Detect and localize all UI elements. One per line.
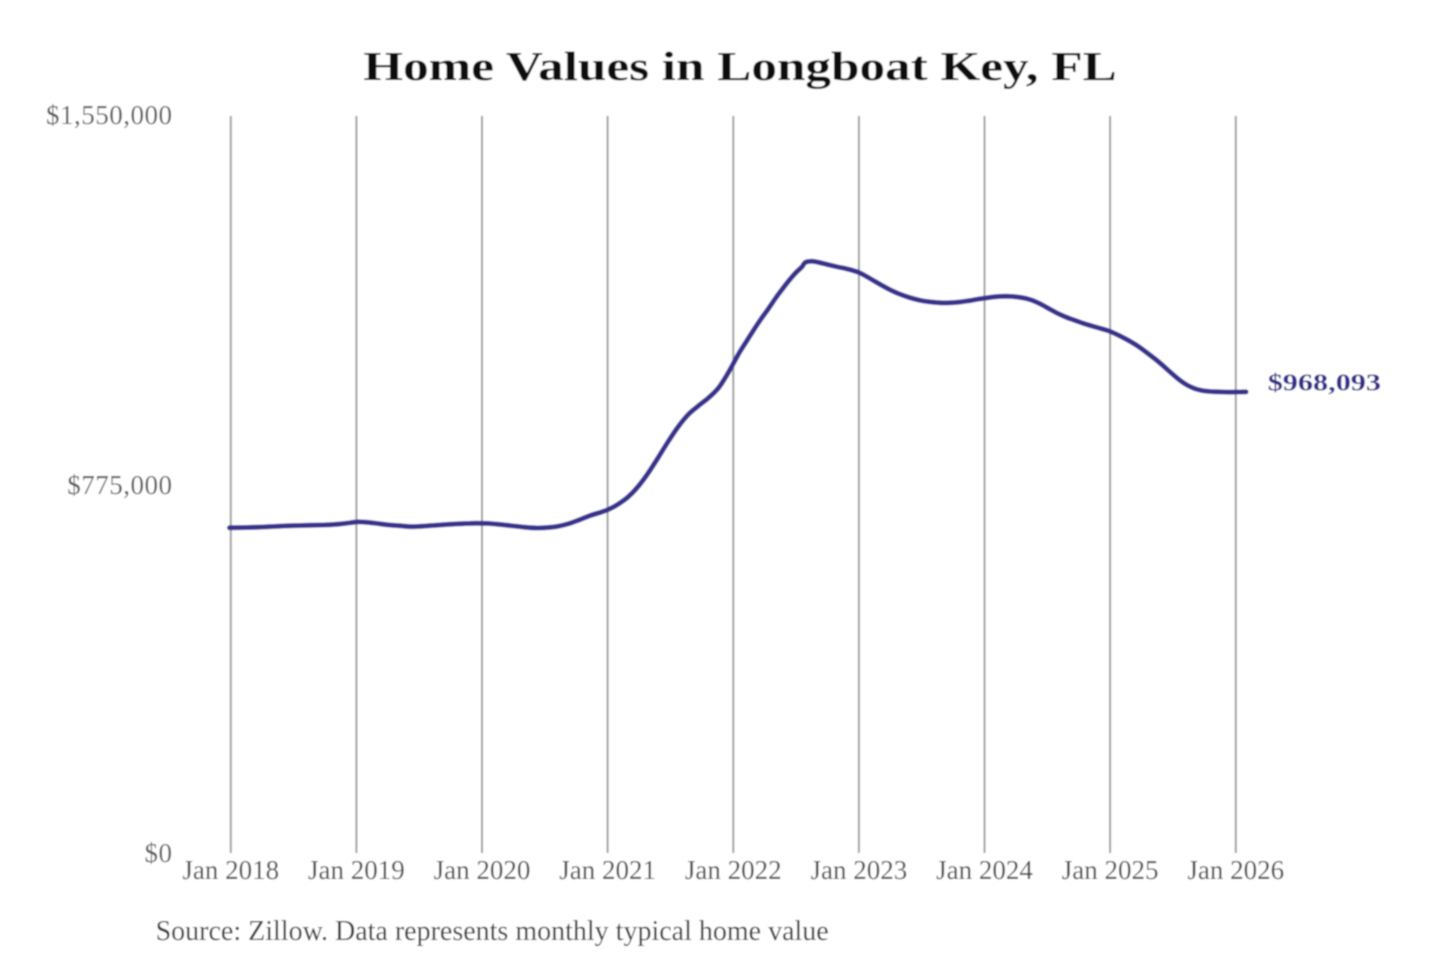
svg-text:Jan 2018: Jan 2018 xyxy=(182,855,279,885)
svg-text:$1,550,000: $1,550,000 xyxy=(46,100,173,130)
svg-text:Jan 2025: Jan 2025 xyxy=(1062,855,1159,885)
svg-text:Jan 2023: Jan 2023 xyxy=(811,855,908,885)
svg-text:Home Values in Longboat Key, F: Home Values in Longboat Key, FL xyxy=(363,45,1116,90)
svg-text:Jan 2021: Jan 2021 xyxy=(559,855,656,885)
svg-text:$0: $0 xyxy=(145,838,173,868)
svg-text:Jan 2026: Jan 2026 xyxy=(1187,855,1284,885)
svg-text:Jan 2024: Jan 2024 xyxy=(936,855,1033,885)
svg-text:Jan 2020: Jan 2020 xyxy=(434,855,531,885)
svg-text:$775,000: $775,000 xyxy=(67,470,172,500)
svg-text:Source: Zillow. Data represent: Source: Zillow. Data represents monthly … xyxy=(156,916,829,947)
svg-text:Jan 2019: Jan 2019 xyxy=(308,855,405,885)
svg-text:Jan 2022: Jan 2022 xyxy=(685,855,782,885)
svg-text:$968,093: $968,093 xyxy=(1268,369,1381,395)
